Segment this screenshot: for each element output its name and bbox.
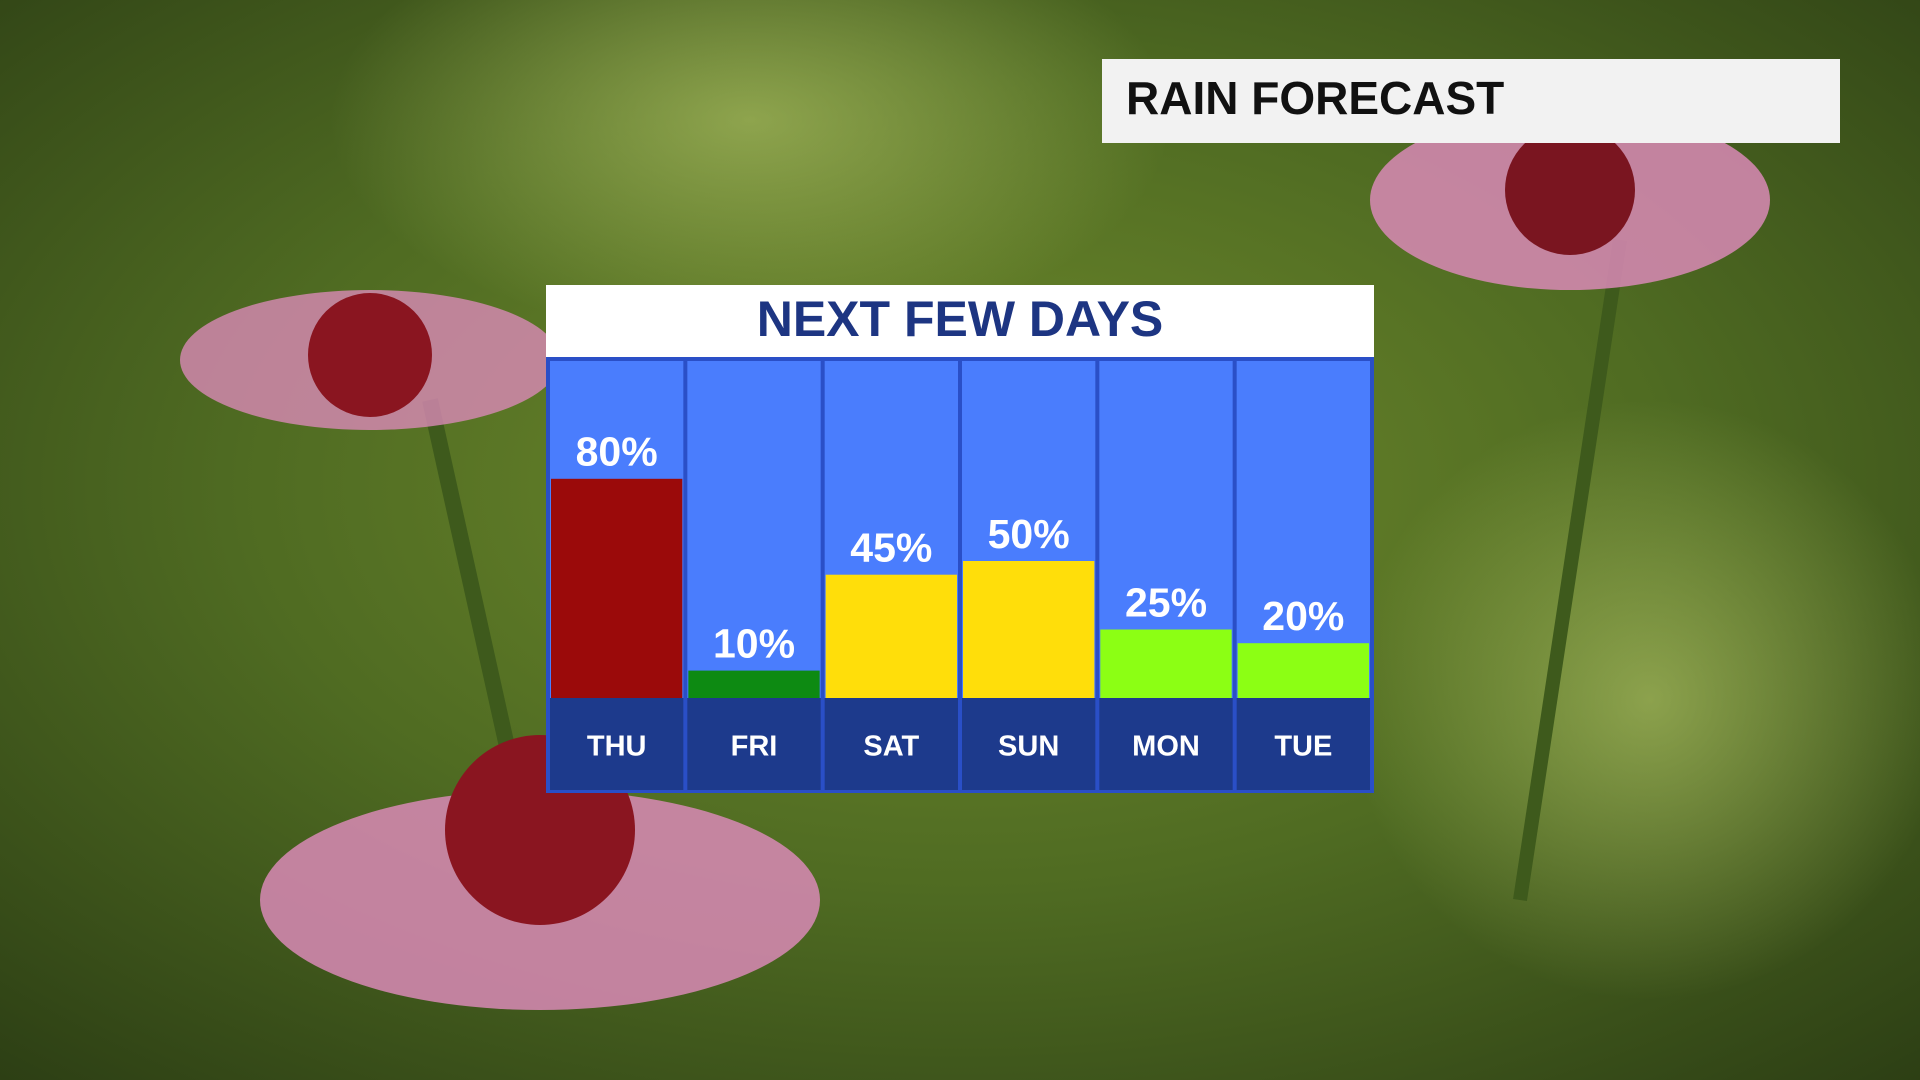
background-glow — [330, 0, 1170, 340]
day-label: FRI — [731, 731, 778, 763]
chart-title: NEXT FEW DAYS — [757, 291, 1164, 347]
value-label: 10% — [713, 620, 795, 666]
day-label: SAT — [863, 731, 919, 763]
bar — [551, 478, 683, 698]
value-label: 50% — [988, 511, 1070, 557]
column-bg — [687, 361, 821, 698]
day-band — [824, 698, 958, 790]
bar — [1100, 629, 1232, 698]
day-label: TUE — [1274, 731, 1332, 763]
day-band — [550, 698, 684, 790]
day-label: THU — [587, 731, 647, 763]
value-label: 45% — [850, 525, 932, 571]
chart-panel — [546, 285, 1374, 793]
value-label: 25% — [1125, 579, 1207, 625]
columns: 80% THU 10% FRI 45% SAT 50% SUN 25% MON 20% TUE — [550, 361, 1370, 790]
day-band — [1099, 698, 1233, 790]
value-label: 80% — [576, 429, 658, 475]
value-label: 20% — [1262, 593, 1344, 639]
header-title: RAIN FORECAST — [1126, 72, 1504, 124]
bar — [825, 574, 957, 698]
day-label: SUN — [998, 731, 1059, 763]
bar — [688, 670, 820, 698]
title-band — [546, 285, 1374, 357]
bar — [963, 561, 1095, 698]
day-band — [962, 698, 1096, 790]
day-band — [687, 698, 821, 790]
column-bg — [1236, 361, 1370, 698]
day-label: MON — [1132, 731, 1200, 763]
background-glow — [1350, 400, 1920, 1000]
header-box — [1102, 59, 1840, 143]
bar — [1237, 643, 1369, 698]
day-band — [1236, 698, 1370, 790]
